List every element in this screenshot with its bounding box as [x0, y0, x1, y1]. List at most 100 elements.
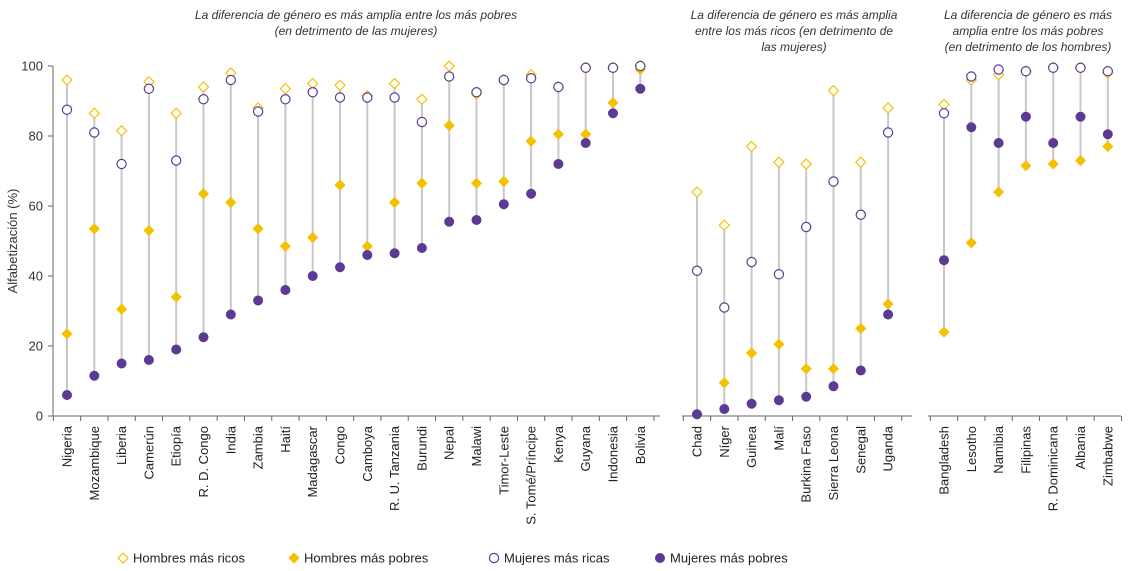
point-hombres-mas-pobres — [170, 291, 182, 303]
point-hombres-mas-ricos — [61, 74, 73, 86]
point-hombres-mas-pobres — [361, 240, 373, 252]
point-mujeres-mas-pobres — [855, 365, 866, 376]
category-label: R. D. Congo — [196, 426, 211, 498]
point-mujeres-mas-pobres — [171, 344, 182, 355]
annotation-line: las mujeres) — [761, 40, 826, 54]
category-label: Níger — [717, 425, 732, 457]
point-mujeres-mas-pobres — [89, 370, 100, 381]
legend-marker-mujeres-mas-ricas — [488, 552, 500, 564]
point-hombres-mas-pobres — [389, 196, 401, 209]
annotation-line: entre los más ricos (en detrimento de — [695, 24, 893, 38]
point-mujeres-mas-ricas — [498, 74, 509, 86]
point-mujeres-mas-ricas — [416, 116, 428, 128]
point-hombres-mas-ricos — [718, 219, 731, 232]
point-mujeres-mas-pobres — [1075, 111, 1086, 122]
point-mujeres-mas-pobres — [444, 216, 455, 227]
point-mujeres-mas-pobres — [719, 403, 730, 414]
category-label: Camboya — [360, 425, 375, 481]
point-mujeres-mas-ricas — [1047, 62, 1059, 73]
category-label: Burkina Faso — [799, 426, 814, 503]
point-mujeres-mas-pobres — [608, 108, 619, 119]
point-mujeres-mas-pobres — [801, 391, 812, 402]
point-mujeres-mas-ricas — [198, 94, 209, 105]
annotation-line: amplia entre los más pobres — [953, 24, 1104, 38]
point-mujeres-mas-ricas — [334, 92, 346, 103]
point-mujeres-mas-pobres — [116, 358, 127, 369]
point-hombres-mas-ricos — [197, 81, 210, 93]
y-tick-label: 60 — [29, 199, 43, 214]
point-hombres-mas-pobres — [470, 177, 483, 189]
point-hombres-mas-ricos — [827, 84, 840, 97]
point-mujeres-mas-ricas — [635, 60, 646, 72]
point-hombres-mas-ricos — [170, 107, 183, 120]
point-mujeres-mas-pobres — [1020, 111, 1031, 122]
point-hombres-mas-pobres — [334, 179, 346, 191]
category-label: Nepal — [442, 426, 457, 460]
point-hombres-mas-ricos — [443, 60, 456, 72]
y-tick-label: 80 — [29, 129, 43, 144]
point-mujeres-mas-ricas — [170, 155, 182, 166]
category-label: Bangladesh — [937, 426, 952, 495]
point-hombres-mas-pobres — [938, 326, 950, 338]
legend-label: Hombres más pobres — [304, 551, 429, 566]
x-axis: Nigeria Mozambique Liberia Camerún Etiopía R.… — [52, 415, 1122, 525]
legend-label: Mujeres más ricas — [504, 551, 610, 566]
point-mujeres-mas-ricas — [691, 265, 703, 276]
category-label: Camerún — [141, 426, 156, 479]
point-mujeres-mas-pobres — [526, 188, 537, 199]
y-tick-label: 40 — [29, 269, 43, 284]
point-mujeres-mas-ricas — [61, 104, 73, 115]
category-label: Mozambique — [87, 426, 102, 500]
category-label: Albania — [1073, 425, 1088, 469]
category-label: Zimbabwe — [1100, 426, 1115, 486]
legend-label: Hombres más ricos — [133, 551, 245, 566]
point-mujeres-mas-ricas — [444, 71, 455, 82]
point-mujeres-mas-pobres — [692, 409, 703, 420]
category-label: Guinea — [744, 425, 759, 468]
point-hombres-mas-ricos — [800, 158, 813, 170]
category-label: Burundi — [414, 426, 429, 471]
point-mujeres-mas-pobres — [828, 381, 839, 392]
point-hombres-mas-pobres — [61, 328, 73, 340]
point-hombres-mas-pobres — [252, 223, 264, 235]
point-mujeres-mas-pobres — [62, 389, 73, 400]
category-label: R. Dominicana — [1046, 425, 1061, 511]
point-mujeres-mas-pobres — [143, 354, 154, 365]
annotation-line: La diferencia de género es más — [944, 8, 1112, 22]
point-hombres-mas-pobres — [993, 186, 1005, 198]
point-mujeres-mas-pobres — [773, 395, 784, 406]
point-hombres-mas-pobres — [143, 224, 155, 237]
point-hombres-mas-pobres — [116, 303, 128, 315]
point-mujeres-mas-ricas — [1020, 66, 1032, 77]
point-mujeres-mas-pobres — [553, 158, 564, 169]
point-hombres-mas-pobres — [552, 128, 564, 140]
point-mujeres-mas-pobres — [253, 295, 264, 306]
category-label: Bolivia — [633, 425, 648, 464]
category-label: Madagascar — [305, 425, 320, 497]
point-hombres-mas-pobres — [855, 322, 867, 335]
point-hombres-mas-ricos — [88, 107, 101, 120]
annotation-line: (en detrimento de los hombres) — [945, 40, 1112, 54]
point-hombres-mas-pobres — [827, 363, 840, 375]
point-mujeres-mas-pobres — [883, 309, 894, 320]
category-label: Haití — [278, 426, 293, 453]
category-label: Filipinas — [1018, 426, 1033, 474]
point-mujeres-mas-ricas — [882, 127, 894, 138]
point-mujeres-mas-ricas — [143, 83, 155, 94]
point-hombres-mas-ricos — [938, 98, 950, 111]
category-label: Kenya — [551, 425, 566, 463]
point-mujeres-mas-ricas — [607, 62, 619, 73]
point-mujeres-mas-pobres — [334, 262, 345, 273]
legend-marker-hombres-mas-pobres — [288, 552, 300, 564]
point-mujeres-mas-ricas — [1075, 62, 1086, 73]
category-label: Nigeria — [60, 425, 75, 467]
point-mujeres-mas-pobres — [471, 214, 482, 225]
category-label: Malawi — [469, 426, 484, 467]
point-mujeres-mas-pobres — [966, 122, 977, 133]
y-axis: 0 20 40 60 80 100 Alfabetización (%) — [5, 59, 54, 424]
point-hombres-mas-ricos — [416, 93, 428, 106]
category-label: Liberia — [114, 425, 129, 465]
point-mujeres-mas-ricas — [938, 108, 950, 119]
point-mujeres-mas-ricas — [1102, 66, 1114, 77]
point-hombres-mas-pobres — [416, 177, 428, 189]
